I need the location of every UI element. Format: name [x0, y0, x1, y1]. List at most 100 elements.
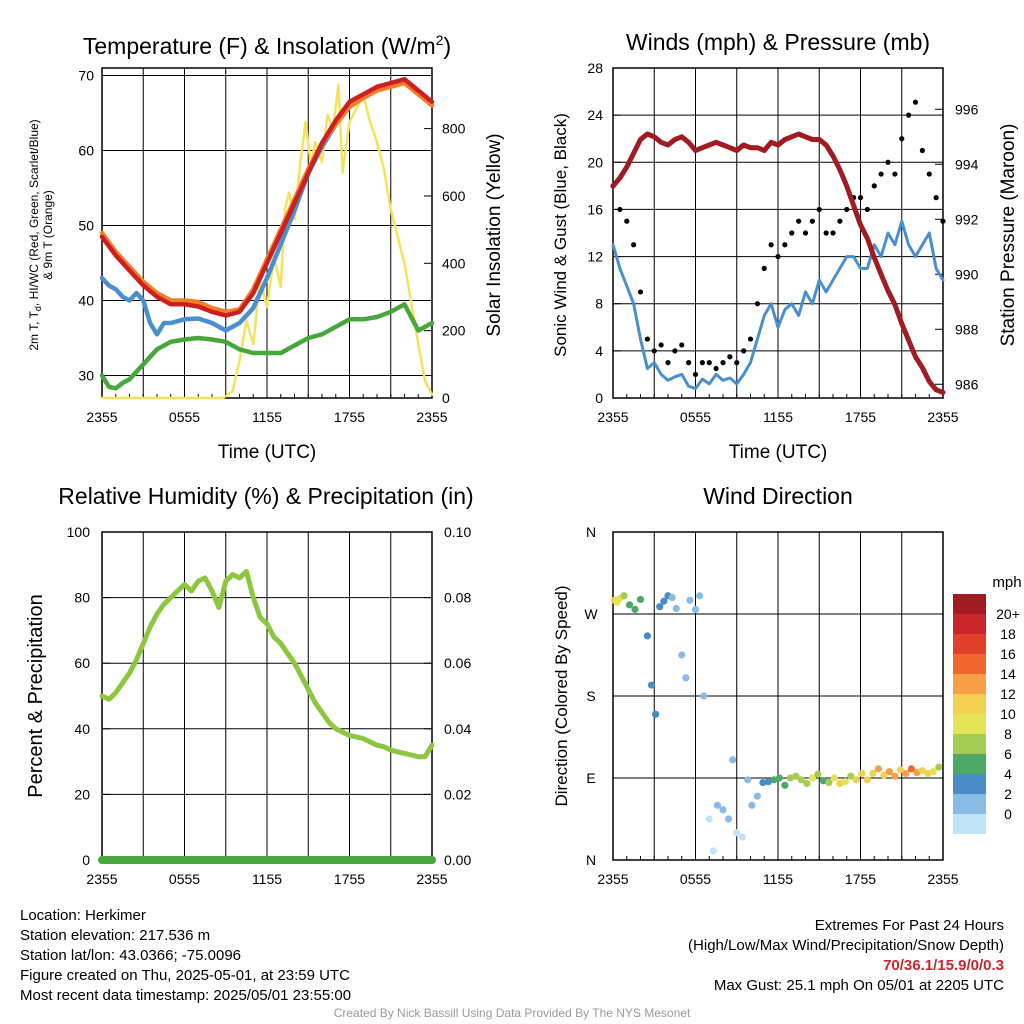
humidity-title: Relative Humidity (%) & Precipitation (i…: [58, 483, 473, 509]
extremes-title: Extremes For Past 24 Hours: [814, 917, 1004, 934]
gust-point: [796, 218, 802, 224]
gust-point: [692, 371, 699, 378]
gust-point: [844, 206, 850, 213]
station-elevation: Station elevation: 217.536 m: [20, 927, 211, 944]
direction-point: [792, 772, 800, 780]
direction-point: [682, 674, 690, 682]
colorbar-swatch: [953, 814, 986, 834]
direction-point: [891, 772, 899, 780]
humidity-ytick-label: 20: [74, 786, 90, 802]
direction-point: [738, 833, 746, 841]
colorbar-label: 8: [1004, 726, 1012, 742]
colorbar-swatch: [953, 694, 986, 714]
extremes-values: 70/36.1/15.9/0/0.3: [883, 957, 1004, 974]
wdir-ytick-label: W: [584, 606, 598, 622]
gust-point: [713, 365, 719, 372]
wdir-ytick-label: N: [586, 852, 596, 868]
direction-point: [759, 778, 767, 787]
winds-title: Winds (mph) & Pressure (mb): [626, 29, 930, 55]
direction-point: [672, 604, 680, 613]
direction-point: [819, 777, 827, 785]
winds-ytick-label: 8: [595, 296, 603, 312]
winds-y2tick-label: 988: [955, 321, 979, 337]
humidity-xtick-label: 1755: [334, 871, 365, 887]
temperature-xtick-label: 2355: [86, 409, 117, 425]
gust-point: [933, 195, 939, 201]
direction-point: [709, 847, 717, 855]
direction-point: [775, 774, 783, 782]
winds-xtick-label: 2355: [927, 409, 958, 425]
temperature-y2tick-label: 600: [442, 188, 466, 204]
colorbar-label: 6: [1004, 746, 1012, 762]
winds-series-pressure: [610, 131, 946, 395]
winds-ylabel-left: Sonic Wind & Gust (Blue, Black): [551, 113, 570, 357]
humidity-y2tick-label: 0.00: [444, 852, 471, 868]
gust-point: [926, 171, 932, 177]
temperature-xtick-label: 1755: [334, 409, 365, 425]
humidity-series-rh: [99, 568, 435, 760]
winds-y2tick-label: 986: [955, 376, 979, 392]
gust-point: [679, 342, 685, 348]
direction-point: [786, 774, 794, 782]
direction-point: [647, 681, 656, 689]
humidity-y2tick-label: 0.08: [444, 590, 471, 606]
direction-point: [643, 632, 651, 640]
winds-y2tick-label: 996: [955, 101, 979, 117]
direction-point: [902, 769, 910, 778]
winds-ytick-label: 20: [587, 154, 603, 170]
station-location: Location: Herkimer: [20, 907, 146, 924]
temperature-xtick-label: 0555: [169, 409, 200, 425]
wind_direction-xtick-label: 2355: [927, 871, 958, 887]
gust-point: [857, 195, 864, 201]
direction-point: [874, 765, 882, 773]
gust-point: [747, 336, 754, 342]
winds-series-sonic: [611, 219, 945, 391]
gust-point: [802, 230, 809, 236]
winds-y2tick-label: 994: [955, 156, 979, 172]
gust-point: [720, 360, 726, 366]
temperature-xlabel: Time (UTC): [218, 442, 317, 463]
colorbar-label: 0: [1004, 806, 1012, 822]
humidity-panel: Relative Humidity (%) & Precipitation (i…: [25, 483, 474, 887]
humidity-y2tick-label: 0.02: [444, 786, 471, 802]
direction-point: [636, 595, 645, 604]
direction-point: [764, 778, 772, 786]
temperature-y2tick-label: 0: [442, 390, 450, 406]
direction-point: [620, 592, 628, 600]
gust-point: [686, 360, 692, 366]
wdir-ytick-label: E: [586, 770, 595, 786]
temperature-ylabel-right: Solar Insolation (Yellow): [484, 133, 505, 336]
direction-point: [696, 592, 704, 600]
direction-point: [924, 769, 932, 778]
gust-point: [782, 242, 788, 248]
winds-xtick-label: 1155: [763, 409, 793, 425]
direction-point: [918, 767, 926, 775]
credit-line: Created By Nick Bassill Using Data Provi…: [333, 1006, 691, 1020]
gust-point: [775, 253, 781, 260]
wind-direction-title: Wind Direction: [703, 483, 853, 509]
humidity-y2tick-label: 0.10: [444, 524, 471, 540]
gust-point: [637, 289, 644, 295]
direction-point: [705, 815, 713, 823]
humidity-y2tick-label: 0.06: [444, 655, 471, 671]
temperature-y2tick-label: 400: [442, 255, 466, 271]
temperature-y2tick-label: 200: [442, 323, 466, 339]
direction-point: [825, 778, 833, 787]
gust-point: [878, 171, 884, 177]
colorbar-label: 18: [1000, 626, 1016, 642]
temperature-ytick-label: 50: [78, 218, 94, 234]
humidity-ytick-label: 0: [82, 852, 90, 868]
gust-point: [899, 136, 905, 142]
gust-point: [631, 242, 637, 248]
gust-point: [892, 171, 898, 177]
gust-point: [816, 206, 822, 213]
temperature-panel: Temperature (F) & Insolation (W/m2) 2m T…: [27, 32, 505, 463]
direction-point: [814, 770, 822, 778]
direction-point: [729, 756, 737, 764]
humidity-ylabel-left: Percent & Precipitation: [25, 594, 47, 797]
direction-point: [678, 651, 686, 659]
wind_direction-xtick-label: 0555: [680, 871, 711, 887]
figure-created: Figure created on Thu, 2025-05-01, at 23…: [20, 967, 350, 984]
colorbar-swatch: [953, 734, 986, 754]
